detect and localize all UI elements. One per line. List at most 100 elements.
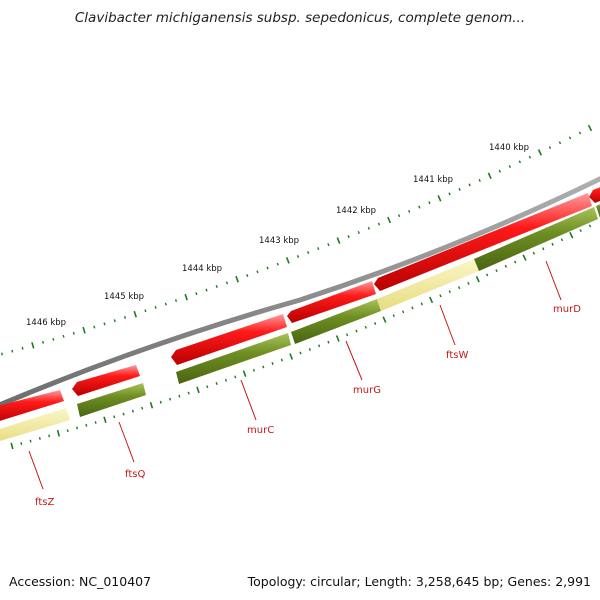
leader-ftsQ <box>118 421 135 463</box>
inner-ruler-tick <box>149 401 154 409</box>
outer-ruler-tick <box>408 209 411 213</box>
footer-stats: Topology: circular; Length: 3,258,645 bp… <box>247 574 591 589</box>
outer-ruler-tick <box>154 305 157 309</box>
inner-ruler-ticks <box>10 224 592 450</box>
outer-ruler-tick <box>266 266 269 270</box>
inner-ruler-tick <box>169 397 172 401</box>
outer-ruler-tick <box>235 275 239 283</box>
inner-ruler-tick <box>542 247 545 251</box>
outer-ruler-tick <box>317 247 320 251</box>
outer-ruler-tick <box>537 149 543 156</box>
gene-label-murD[interactable]: murD <box>553 304 581 315</box>
inner-ruler-tick <box>66 429 69 433</box>
outer-ruler-tick <box>72 331 75 335</box>
gene-label-murC[interactable]: murC <box>247 425 274 436</box>
inner-ruler-tick <box>76 426 79 430</box>
inner-ruler-tick <box>10 442 14 450</box>
outer-ruler-tick <box>42 340 45 344</box>
outer-ruler-tick <box>367 226 370 230</box>
outer-ruler-tick <box>347 235 350 239</box>
gene-label-ftsQ[interactable]: ftsQ <box>125 469 145 480</box>
cds-track <box>0 200 600 444</box>
outer-ruler-tick <box>458 187 461 191</box>
inner-ruler-tick <box>467 281 470 285</box>
outer-ruler-tick <box>174 299 178 303</box>
gene-label-murG[interactable]: murG <box>353 385 381 396</box>
cds-block-murG[interactable] <box>291 299 381 344</box>
gene-block-murC[interactable] <box>171 314 287 365</box>
outer-ruler-tick <box>285 257 290 264</box>
gene-label-ftsZ[interactable]: ftsZ <box>35 497 54 508</box>
outer-ruler-tick <box>528 155 532 159</box>
gene-labels: ftsZ ftsQ murC murG ftsW murD <box>35 304 581 508</box>
outer-ruler-tick <box>103 322 106 326</box>
cds-block-ftsQ[interactable] <box>77 383 146 417</box>
outer-ruler-tick <box>11 349 14 353</box>
inner-ruler-tick <box>234 375 237 379</box>
outer-ruler-tick <box>256 270 259 274</box>
inner-ruler-tick <box>513 260 517 264</box>
kbp-labels: 1446 kbp 1445 kbp 1444 kbp 1443 kbp 1442… <box>26 143 529 328</box>
inner-ruler-tick <box>252 368 255 372</box>
outer-ruler-tick <box>437 195 442 202</box>
inner-ruler-tick <box>335 335 340 342</box>
inner-ruler-tick <box>345 333 349 337</box>
kbp-label-1440: 1440 kbp <box>489 143 529 153</box>
inner-ruler-tick <box>206 385 209 389</box>
cds-block-next[interactable] <box>596 200 600 218</box>
inner-ruler-tick <box>187 391 190 395</box>
outer-ruler-tick <box>21 346 24 350</box>
inner-ruler-tick <box>271 362 274 365</box>
gene-block-ftsZ[interactable] <box>0 390 64 424</box>
gene-label-ftsW[interactable]: ftsW <box>446 350 468 361</box>
leader-ftsZ <box>28 450 44 490</box>
inner-ruler-tick <box>373 322 377 325</box>
outer-ruler-tick <box>307 251 310 255</box>
gene-block-murG[interactable] <box>287 281 376 323</box>
kbp-label-1443: 1443 kbp <box>259 236 299 246</box>
kbp-label-1445: 1445 kbp <box>104 292 144 302</box>
inner-ruler-tick <box>448 290 451 294</box>
inner-ruler-tick <box>308 347 311 351</box>
inner-ruler-tick <box>299 351 302 355</box>
outer-ruler-tick <box>468 183 471 187</box>
inner-ruler-tick <box>159 400 162 404</box>
inner-ruler-tick <box>495 269 498 273</box>
outer-ruler-tick <box>518 160 522 164</box>
inner-ruler-tick <box>504 264 508 268</box>
inner-ruler-tick <box>382 316 387 323</box>
outer-ruler-tick <box>336 237 341 244</box>
inner-ruler-tick <box>429 296 434 304</box>
outer-ruler-tick <box>448 192 451 196</box>
cds-block-murD[interactable] <box>474 207 598 271</box>
gene-block-next[interactable] <box>589 183 600 203</box>
kbp-label-1444: 1444 kbp <box>182 264 222 274</box>
cds-block-murC[interactable] <box>176 333 291 384</box>
outer-ruler-tick <box>397 214 401 218</box>
outer-ruler-tick <box>498 169 502 173</box>
inner-ruler-tick <box>411 306 414 310</box>
inner-ruler-tick <box>289 353 294 360</box>
map-title: Clavibacter michiganensis subsp. sepedon… <box>74 10 526 26</box>
footer-accession: Accession: NC_010407 <box>9 574 152 589</box>
inner-ruler-tick <box>215 382 218 385</box>
outer-ruler-tick <box>296 255 300 258</box>
inner-ruler-tick <box>532 251 536 255</box>
inner-ruler-tick <box>141 406 144 410</box>
inner-ruler-tick <box>475 275 480 283</box>
outer-ruler-tick <box>144 309 147 313</box>
outer-ruler-tick <box>31 342 35 349</box>
outer-ruler-tick <box>164 302 167 306</box>
inner-ruler-tick <box>113 415 116 419</box>
cds-block-ftsW[interactable] <box>377 259 479 311</box>
inner-ruler-tick <box>20 442 23 445</box>
gene-block-ftsQ[interactable] <box>72 365 140 396</box>
inner-ruler-tick <box>392 314 395 318</box>
outer-ruler-tick <box>487 172 492 180</box>
inner-ruler-tick <box>522 254 527 261</box>
gene-block-murD[interactable] <box>374 193 592 291</box>
cds-block-ftsZ[interactable] <box>0 408 70 444</box>
kbp-label-1441: 1441 kbp <box>413 175 453 185</box>
outer-ruler-tick <box>225 281 229 285</box>
